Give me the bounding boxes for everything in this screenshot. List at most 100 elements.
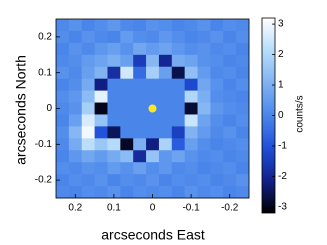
heatmap-cell	[210, 150, 224, 163]
heatmap-cell	[68, 150, 83, 163]
heatmap-cell	[210, 174, 224, 187]
x-tick-label: 0.1	[107, 203, 121, 214]
heatmap-cell	[107, 150, 121, 163]
heatmap-cell	[184, 30, 198, 44]
heatmap-cell	[236, 126, 250, 139]
heatmap-cell	[94, 42, 108, 56]
heatmap-cell	[236, 138, 250, 151]
heatmap-cell	[68, 174, 83, 187]
heatmap-cell	[81, 66, 95, 80]
heatmap-cell	[146, 30, 160, 44]
y-axis-label: arcseconds North	[13, 55, 29, 165]
heatmap-cell	[94, 78, 108, 91]
colorbar-tick-label: 3	[278, 19, 284, 30]
heatmap-cell	[236, 114, 250, 127]
heatmap-cell	[197, 150, 211, 163]
heatmap-cell	[197, 78, 211, 91]
heatmap-cell	[236, 66, 250, 80]
heatmap-cell	[68, 186, 83, 199]
heatmap-cell	[94, 138, 108, 151]
heatmap-cell	[94, 19, 108, 32]
heatmap-cell	[133, 54, 147, 68]
heatmap-cell	[94, 90, 108, 103]
heatmap-cell	[223, 162, 237, 175]
heatmap-cell	[236, 78, 250, 91]
heatmap-cell	[133, 126, 147, 139]
heatmap-cell	[68, 126, 83, 139]
heatmap-cell	[210, 90, 224, 103]
heatmap-cell	[56, 186, 70, 199]
heatmap-cell	[197, 114, 211, 127]
heatmap-cell	[223, 54, 237, 68]
heatmap-cell	[81, 162, 95, 175]
colorbar-label: counts/s	[295, 95, 306, 132]
heatmap-cell	[210, 42, 224, 56]
heatmap-cell	[120, 102, 134, 115]
heatmap-cell	[171, 150, 186, 163]
heatmap-cell	[171, 138, 186, 151]
heatmap-cell	[171, 126, 186, 139]
heatmap-cell	[210, 186, 224, 199]
heatmap-cell	[81, 186, 95, 199]
heatmap-cell	[184, 162, 198, 175]
heatmap-cell	[236, 162, 250, 175]
heatmap-cell	[210, 30, 224, 44]
heatmap-cell	[184, 114, 198, 127]
colorbar-tick-label: 1	[278, 80, 284, 91]
heatmap-cell	[223, 42, 237, 56]
heatmap-cell	[81, 42, 95, 56]
heatmap-cell	[107, 138, 121, 151]
heatmap-cell	[68, 90, 83, 103]
heatmap-cell	[68, 54, 83, 68]
heatmap-cell	[133, 102, 147, 115]
heatmap-cell	[223, 186, 237, 199]
heatmap-cell	[120, 126, 134, 139]
heatmap-cell	[184, 102, 198, 115]
heatmap-cell	[184, 174, 198, 187]
heatmap-cell	[171, 78, 186, 91]
heatmap-cell	[68, 66, 83, 80]
heatmap-cell	[68, 138, 83, 151]
heatmap-cell	[223, 30, 237, 44]
heatmap-cell	[81, 114, 95, 127]
heatmap-cell	[94, 102, 108, 115]
heatmap-cell	[158, 90, 173, 103]
heatmap-cell	[81, 78, 95, 91]
heatmap-cell	[184, 138, 198, 151]
heatmap-cell	[223, 19, 237, 32]
heatmap-cell	[56, 78, 70, 91]
colorbar-tick-label: -2	[278, 171, 287, 182]
heatmap-cell	[158, 114, 173, 127]
x-axis-label: arcseconds East	[101, 227, 205, 243]
colorbar-tick-label: -1	[278, 141, 287, 152]
heatmap-cell	[107, 19, 121, 32]
heatmap-cell	[56, 138, 70, 151]
heatmap-cell	[184, 19, 198, 32]
heatmap-cell	[107, 78, 121, 91]
x-tick-label: 0.2	[68, 203, 82, 214]
x-tick-label: -0.2	[221, 203, 239, 214]
y-tick-label: -0.2	[35, 175, 53, 186]
heatmap-cell	[158, 42, 173, 56]
heatmap-cell	[223, 150, 237, 163]
heatmap-cell	[197, 30, 211, 44]
heatmap-cell	[94, 126, 108, 139]
heatmap-cell	[158, 126, 173, 139]
heatmap-cell	[158, 66, 173, 80]
heatmap-cell	[120, 66, 134, 80]
heatmap-cell	[146, 66, 160, 80]
x-tick-label: 0	[150, 203, 156, 214]
heatmap-cell	[56, 30, 70, 44]
heatmap-cell	[120, 150, 134, 163]
heatmap-cell	[210, 54, 224, 68]
heatmap-cell	[158, 102, 173, 115]
heatmap-cell	[223, 174, 237, 187]
y-tick-label: -0.1	[35, 139, 53, 150]
heatmap-cell	[197, 19, 211, 32]
heatmap-cell	[158, 54, 173, 68]
heatmap-cell	[210, 114, 224, 127]
heatmap-cell	[197, 126, 211, 139]
heatmap-cell	[158, 30, 173, 44]
heatmap-cell	[94, 162, 108, 175]
heatmap-cell	[210, 78, 224, 91]
